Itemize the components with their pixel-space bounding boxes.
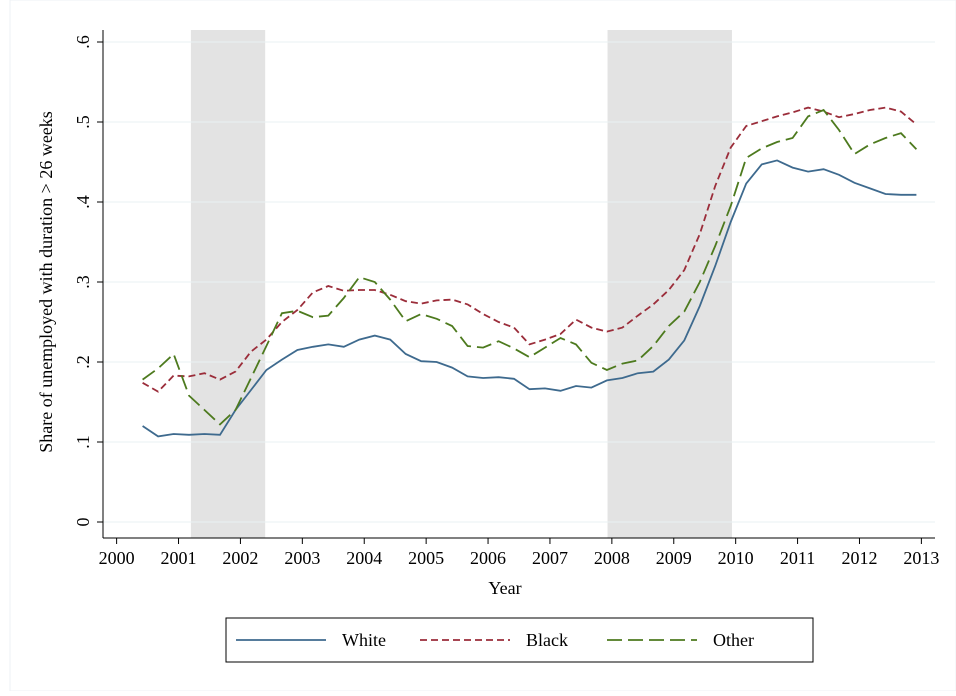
legend-label: White bbox=[342, 630, 386, 650]
x-axis-label: Year bbox=[488, 578, 521, 598]
y-tick-label: .6 bbox=[73, 35, 93, 49]
recession-shade bbox=[607, 30, 732, 538]
x-tick-label: 2011 bbox=[780, 548, 815, 568]
y-tick-label: 0 bbox=[73, 518, 93, 527]
legend-label: Black bbox=[526, 630, 568, 650]
y-tick-label: .4 bbox=[73, 195, 93, 209]
x-tick-label: 2010 bbox=[718, 548, 754, 568]
x-tick-label: 2003 bbox=[284, 548, 320, 568]
y-tick-label: .1 bbox=[73, 435, 93, 449]
x-tick-label: 2000 bbox=[99, 548, 135, 568]
y-tick-label: .3 bbox=[73, 275, 93, 289]
x-tick-label: 2006 bbox=[470, 548, 506, 568]
recession-shade bbox=[190, 30, 266, 538]
x-tick-label: 2005 bbox=[408, 548, 444, 568]
y-tick-label: .2 bbox=[73, 355, 93, 369]
y-axis-label: Share of unemployed with duration > 26 w… bbox=[36, 111, 56, 453]
x-tick-label: 2013 bbox=[903, 548, 939, 568]
y-tick-label: .5 bbox=[73, 115, 93, 129]
x-tick-label: 2004 bbox=[346, 548, 382, 568]
legend-label: Other bbox=[713, 630, 754, 650]
x-tick-label: 2001 bbox=[161, 548, 197, 568]
x-tick-label: 2008 bbox=[594, 548, 630, 568]
x-tick-label: 2002 bbox=[222, 548, 258, 568]
x-tick-label: 2007 bbox=[532, 548, 568, 568]
x-tick-label: 2012 bbox=[841, 548, 877, 568]
series-line bbox=[142, 108, 918, 426]
series-line bbox=[142, 159, 917, 438]
x-tick-label: 2009 bbox=[656, 548, 692, 568]
